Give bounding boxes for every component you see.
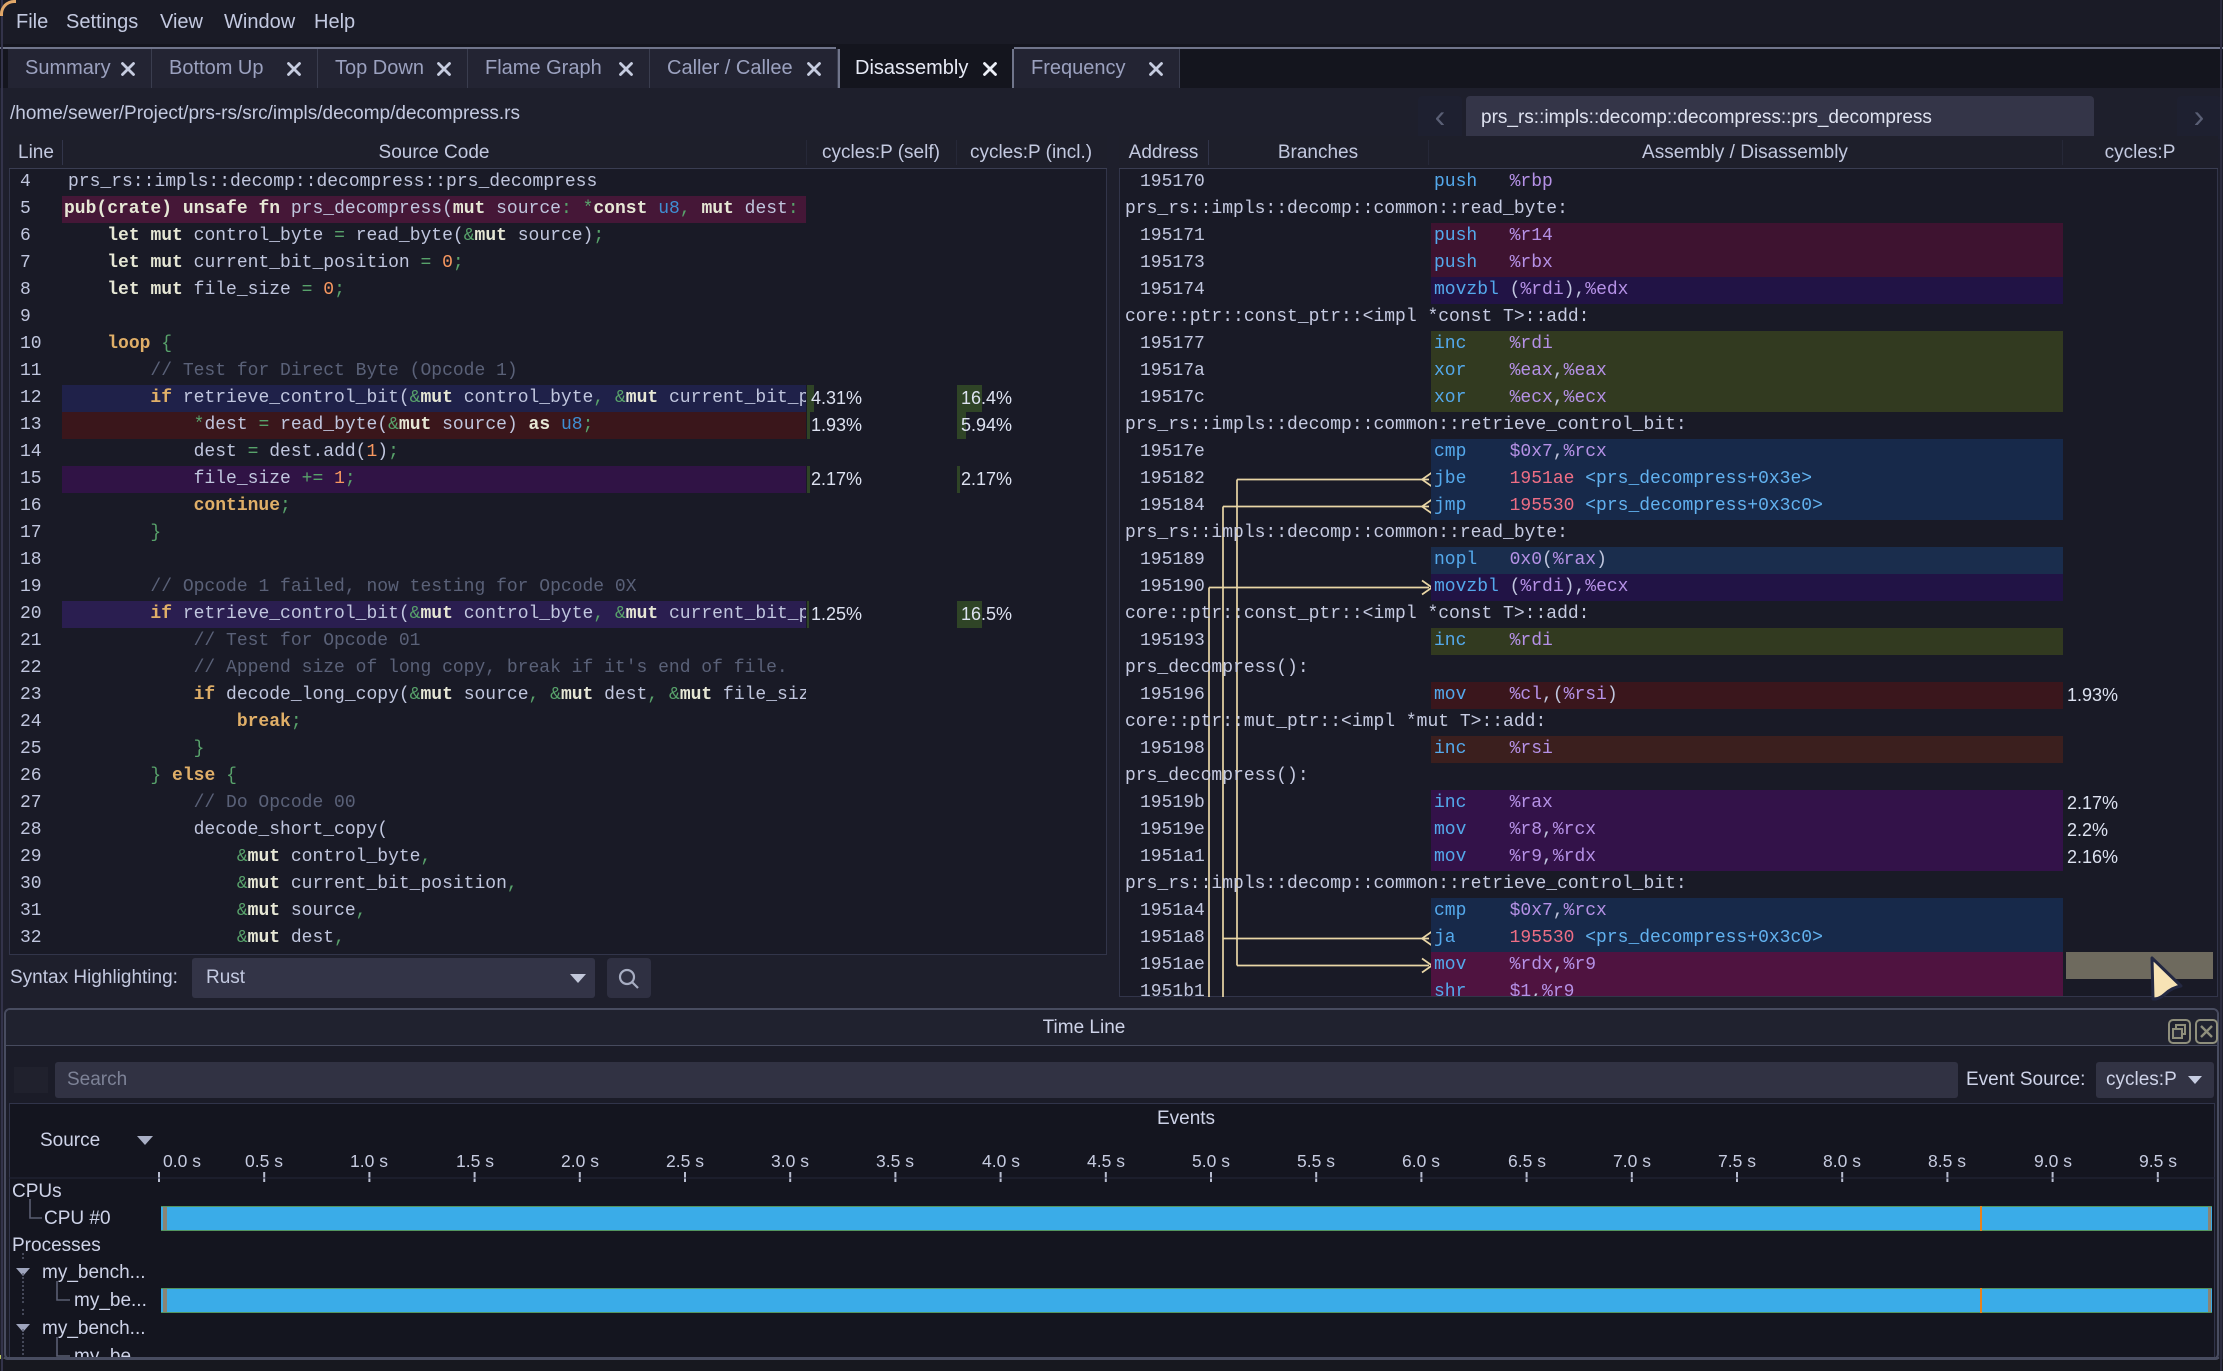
svg-text:2.0 s: 2.0 s [561,1151,599,1171]
svg-text:3.5 s: 3.5 s [876,1151,914,1171]
svg-text:9.5 s: 9.5 s [2139,1151,2177,1171]
svg-text:0.5 s: 0.5 s [245,1151,283,1171]
svg-text:8.5 s: 8.5 s [1928,1151,1966,1171]
svg-text:3.0 s: 3.0 s [771,1151,809,1171]
svg-text:4.0 s: 4.0 s [982,1151,1020,1171]
svg-text:4.5 s: 4.5 s [1087,1151,1125,1171]
svg-text:2.5 s: 2.5 s [666,1151,704,1171]
svg-text:8.0 s: 8.0 s [1823,1151,1861,1171]
svg-text:6.5 s: 6.5 s [1508,1151,1546,1171]
svg-text:9.0 s: 9.0 s [2034,1151,2072,1171]
svg-text:6.0 s: 6.0 s [1402,1151,1440,1171]
svg-text:7.5 s: 7.5 s [1718,1151,1756,1171]
svg-text:5.5 s: 5.5 s [1297,1151,1335,1171]
svg-text:5.0 s: 5.0 s [1192,1151,1230,1171]
svg-text:0.0 s: 0.0 s [163,1151,201,1171]
svg-text:7.0 s: 7.0 s [1613,1151,1651,1171]
svg-text:1.0 s: 1.0 s [350,1151,388,1171]
svg-text:1.5 s: 1.5 s [456,1151,494,1171]
